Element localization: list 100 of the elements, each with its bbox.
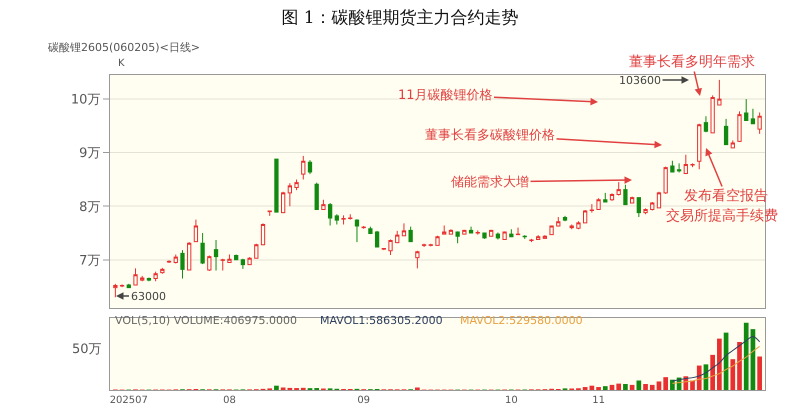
- candlestick: [314, 182, 319, 210]
- bar: [274, 386, 279, 390]
- candlestick: [757, 112, 762, 134]
- x-tick-label: 08: [223, 395, 236, 406]
- candlestick: [462, 229, 466, 236]
- chart-subtitle: 碳酸锂2605(060205)<日线>: [47, 41, 200, 54]
- bar: [704, 364, 708, 390]
- bar: [610, 384, 614, 390]
- annotation: VOL(5,10) VOLUME:406975.0000: [115, 314, 297, 327]
- bar: [623, 384, 628, 390]
- candlestick: [442, 225, 446, 235]
- candlestick: [428, 243, 433, 247]
- candlestick: [476, 230, 480, 236]
- candlestick: [516, 227, 520, 236]
- candlestick: [301, 155, 306, 180]
- candlestick: [328, 202, 332, 226]
- text: K: [118, 58, 125, 69]
- candlestick: [536, 234, 540, 240]
- candlestick: [294, 178, 299, 191]
- candlestick: [596, 198, 601, 210]
- bar: [744, 322, 749, 390]
- candlestick: [616, 182, 621, 196]
- bar: [636, 380, 642, 390]
- candlestick: [502, 230, 507, 240]
- candlestick: [415, 250, 420, 269]
- candlestick: [368, 226, 373, 235]
- candlestick: [348, 214, 352, 220]
- candlestick: [496, 232, 500, 240]
- candlestick: [522, 234, 527, 240]
- candlestick: [636, 196, 641, 218]
- candlestick: [542, 234, 548, 240]
- candlestick: [455, 230, 460, 244]
- bar: [590, 386, 594, 390]
- annotation: 交易所提高手续费: [666, 208, 778, 224]
- annotation: 董事长看多碳酸锂价格: [425, 128, 555, 143]
- candlestick: [308, 160, 312, 175]
- candlestick: [744, 98, 748, 122]
- bar: [737, 342, 742, 390]
- candlestick: [656, 191, 662, 209]
- chart-title: 图 1：碳酸锂期货主力合约走势: [281, 8, 519, 28]
- bar: [663, 377, 668, 390]
- candlestick: [334, 214, 339, 225]
- candlestick: [382, 248, 386, 251]
- candlestick: [710, 94, 715, 134]
- candlestick: [670, 160, 675, 173]
- candlestick: [650, 201, 654, 212]
- candlestick: [187, 242, 192, 270]
- candlestick: [603, 192, 608, 202]
- candlestick: [260, 222, 266, 246]
- text: 董事长看多明年需求: [629, 54, 755, 70]
- candlestick: [140, 275, 144, 282]
- bar: [717, 338, 722, 390]
- candlestick: [697, 123, 702, 170]
- candlestick: [509, 228, 514, 238]
- candlestick: [321, 199, 326, 210]
- candlestick: [730, 140, 735, 149]
- candlestick: [288, 182, 292, 207]
- candlestick: [468, 226, 474, 234]
- annotation: 11月碳酸锂价格: [398, 88, 493, 103]
- y-tick-label: 7万: [79, 253, 100, 268]
- x-tick-label: 09: [357, 395, 370, 406]
- annotation: MAVOL2:529580.0000: [460, 314, 583, 327]
- candlestick: [268, 210, 272, 216]
- x-tick-label: 10: [504, 395, 518, 406]
- candlestick: [402, 222, 406, 237]
- candlestick: [549, 225, 554, 236]
- text: 50万: [72, 342, 102, 357]
- candlestick: [247, 256, 252, 266]
- x-tick-label: 11: [592, 395, 605, 406]
- candlestick: [180, 250, 185, 280]
- bar: [596, 387, 601, 390]
- candlestick: [126, 283, 131, 289]
- y-tick-label: 9万: [79, 146, 100, 162]
- bar: [750, 329, 756, 390]
- candlestick: [374, 230, 380, 248]
- candlestick: [341, 214, 346, 225]
- candlestick: [590, 204, 594, 214]
- candlestick: [623, 184, 628, 206]
- bar: [724, 332, 728, 390]
- candlestick: [422, 243, 426, 248]
- y-tick-label: 10万: [70, 92, 100, 108]
- candlestick: [435, 235, 440, 246]
- candlestick: [750, 108, 756, 125]
- candlestick: [676, 162, 682, 173]
- x-tick-label: 202507: [110, 395, 148, 406]
- candlestick: [220, 258, 225, 272]
- candlestick: [570, 224, 574, 230]
- y-tick-label: 8万: [79, 200, 100, 215]
- candlestick: [194, 219, 198, 242]
- annotation: 发布看空报告: [684, 188, 768, 204]
- candlestick: [643, 208, 648, 215]
- candlestick: [583, 209, 588, 224]
- candlestick: [281, 191, 286, 214]
- bar: [630, 384, 634, 390]
- bar: [582, 387, 588, 390]
- candlestick: [576, 220, 581, 230]
- candlestick: [489, 229, 494, 238]
- candlestick: [395, 230, 400, 244]
- candlestick: [254, 243, 258, 260]
- bar: [757, 356, 762, 390]
